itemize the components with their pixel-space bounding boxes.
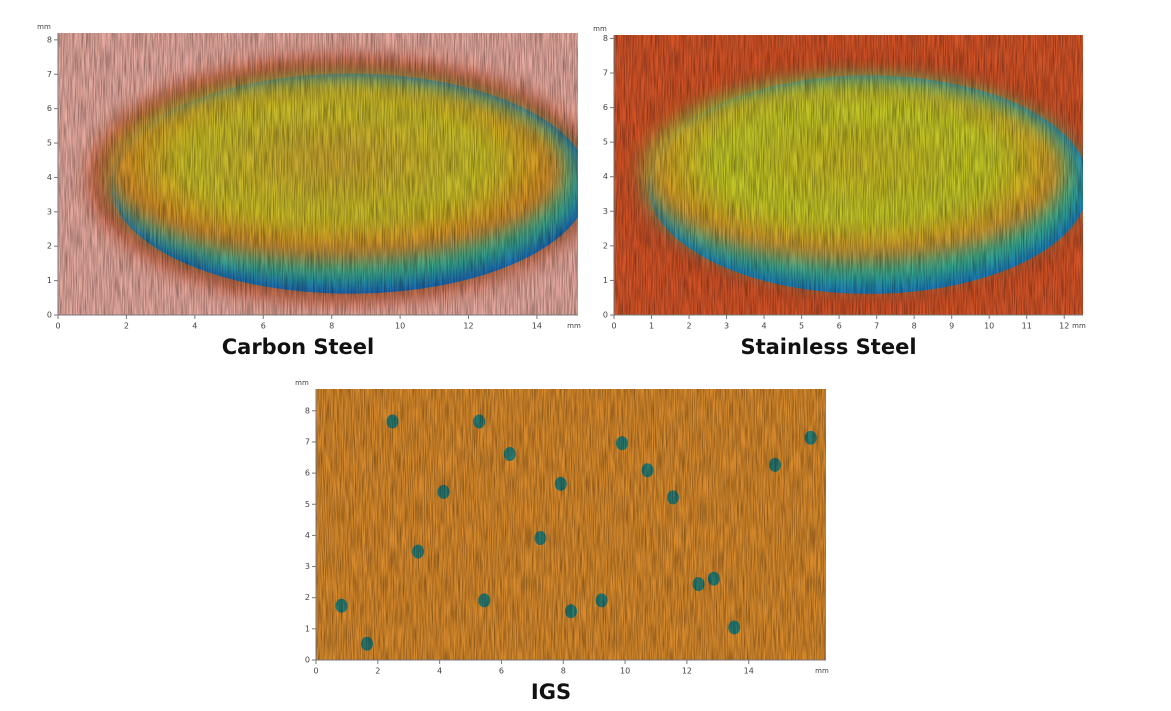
x-tick-label: 0 — [313, 667, 318, 676]
x-tick-label: 5 — [799, 322, 804, 331]
x-tick-label: 4 — [192, 322, 197, 331]
surface-image — [58, 33, 578, 315]
x-tick-label: 4 — [762, 322, 767, 331]
y-tick-label: 5 — [603, 138, 608, 147]
x-tick-label: 12 — [1059, 322, 1069, 331]
x-tick-label: 9 — [949, 322, 954, 331]
surface-image — [316, 389, 826, 660]
x-unit: mm — [815, 667, 829, 675]
y-tick-label: 1 — [47, 276, 52, 285]
x-tick-label: 4 — [437, 667, 442, 676]
panel-title: IGS — [531, 680, 571, 704]
texture — [58, 33, 578, 315]
y-tick-label: 6 — [305, 469, 310, 478]
y-unit: mm — [593, 25, 607, 33]
y-tick-label: 7 — [305, 437, 310, 446]
x-tick-label: 2 — [375, 667, 380, 676]
y-tick-label: 1 — [603, 276, 608, 285]
x-unit: mm — [567, 322, 581, 330]
y-tick-label: 7 — [603, 69, 608, 78]
x-tick-label: 14 — [744, 667, 754, 676]
texture — [316, 389, 826, 660]
x-tick-label: 6 — [837, 322, 842, 331]
y-tick-label: 8 — [47, 35, 52, 44]
x-tick-label: 0 — [611, 322, 616, 331]
x-tick-label: 8 — [912, 322, 917, 331]
y-tick-label: 2 — [603, 241, 608, 250]
y-tick-label: 4 — [603, 172, 608, 181]
surface-image — [614, 35, 1083, 315]
x-tick-label: 2 — [686, 322, 691, 331]
x-tick-label: 10 — [620, 667, 630, 676]
y-tick-label: 5 — [47, 139, 52, 148]
y-tick-label: 4 — [47, 173, 52, 182]
x-tick-label: 2 — [124, 322, 129, 331]
y-tick-label: 3 — [603, 207, 608, 216]
x-tick-label: 12 — [463, 322, 473, 331]
y-tick-label: 4 — [305, 531, 310, 540]
y-tick-label: 2 — [305, 593, 310, 602]
x-tick-label: 8 — [561, 667, 566, 676]
y-tick-label: 8 — [305, 406, 310, 415]
x-tick-label: 3 — [724, 322, 729, 331]
y-tick-label: 8 — [603, 34, 608, 43]
y-tick-label: 5 — [305, 500, 310, 509]
texture — [614, 35, 1083, 315]
x-tick-label: 14 — [532, 322, 542, 331]
x-unit: mm — [1072, 322, 1086, 330]
y-tick-label: 2 — [47, 242, 52, 251]
x-tick-label: 6 — [261, 322, 266, 331]
x-tick-label: 11 — [1022, 322, 1032, 331]
y-tick-label: 1 — [305, 624, 310, 633]
x-tick-label: 10 — [984, 322, 994, 331]
y-tick-label: 0 — [603, 311, 608, 320]
y-tick-label: 0 — [305, 656, 310, 665]
panel-title: Carbon Steel — [222, 335, 375, 359]
x-tick-label: 6 — [499, 667, 504, 676]
y-tick-label: 6 — [603, 103, 608, 112]
y-unit: mm — [295, 379, 309, 387]
x-tick-label: 0 — [55, 322, 60, 331]
y-tick-label: 0 — [47, 311, 52, 320]
y-tick-label: 7 — [47, 70, 52, 79]
x-tick-label: 8 — [329, 322, 334, 331]
y-tick-label: 3 — [47, 207, 52, 216]
x-tick-label: 1 — [649, 322, 654, 331]
y-unit: mm — [37, 23, 51, 31]
x-tick-label: 10 — [395, 322, 405, 331]
x-tick-label: 12 — [682, 667, 692, 676]
panel-title: Stainless Steel — [740, 335, 916, 359]
y-tick-label: 6 — [47, 104, 52, 113]
x-tick-label: 7 — [874, 322, 879, 331]
y-tick-label: 3 — [305, 562, 310, 571]
